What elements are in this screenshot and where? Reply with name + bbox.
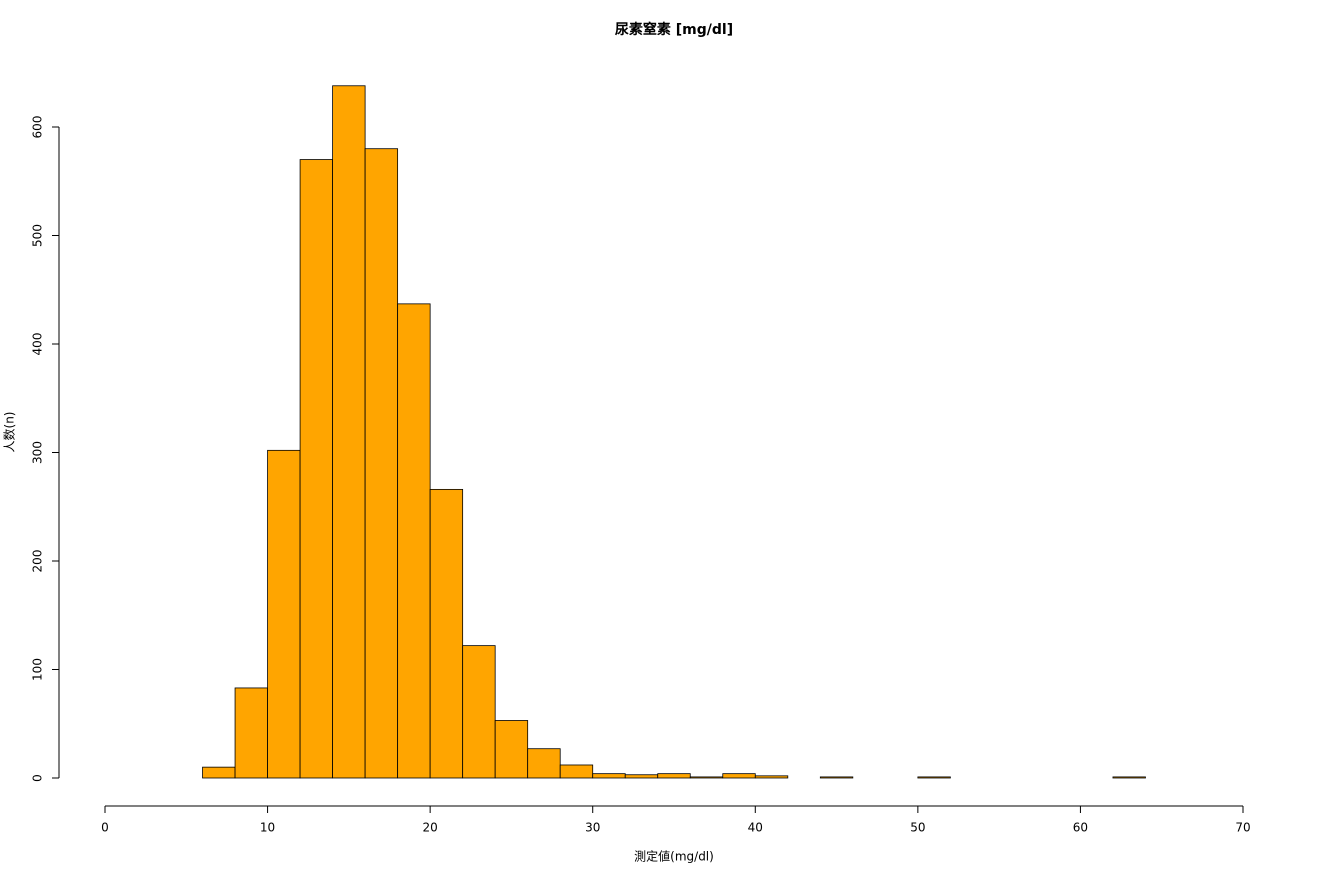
x-tick-label: 10	[260, 821, 275, 835]
bar	[657, 773, 691, 779]
x-axis-label: 測定値(mg/dl)	[634, 849, 714, 864]
bar	[202, 766, 236, 779]
x-tick-label: 60	[1073, 821, 1088, 835]
bar	[429, 488, 464, 779]
y-tick-label: 200	[31, 550, 45, 573]
bar	[364, 148, 399, 779]
chart-title: 尿素窒素 [mg/dl]	[615, 21, 733, 38]
bar	[332, 85, 366, 779]
bar	[917, 776, 951, 779]
bar	[559, 764, 594, 779]
y-tick-label: 400	[31, 333, 45, 356]
bar	[397, 303, 431, 779]
x-tick-label: 70	[1235, 821, 1250, 835]
bar	[494, 720, 529, 779]
bar	[299, 159, 334, 779]
y-tick-label: 100	[31, 658, 45, 681]
x-tick-label: 30	[585, 821, 600, 835]
bar	[819, 776, 854, 779]
bar	[689, 776, 724, 779]
bar	[1112, 776, 1146, 779]
y-tick-label: 500	[31, 224, 45, 247]
x-tick-label: 0	[101, 821, 109, 835]
bar	[624, 774, 659, 779]
bar	[754, 775, 789, 779]
bar	[267, 449, 301, 779]
bar	[592, 773, 626, 779]
x-tick-label: 20	[423, 821, 438, 835]
y-tick-label: 600	[31, 116, 45, 139]
y-axis-label: 人数(n)	[2, 412, 17, 453]
bar	[234, 687, 268, 779]
y-tick-label: 300	[31, 441, 45, 464]
bar	[527, 748, 561, 779]
bar	[722, 773, 756, 779]
y-tick-label: 0	[31, 774, 45, 782]
x-tick-label: 40	[748, 821, 763, 835]
bar	[462, 645, 496, 779]
x-tick-label: 50	[910, 821, 925, 835]
